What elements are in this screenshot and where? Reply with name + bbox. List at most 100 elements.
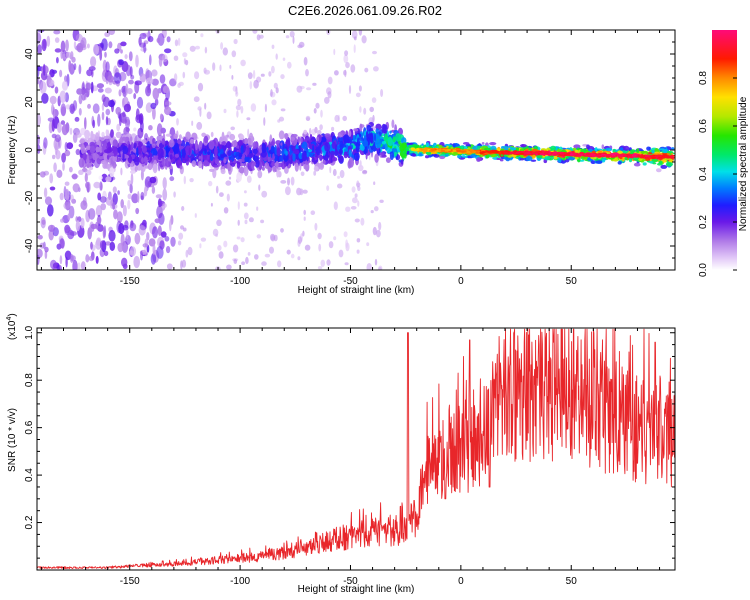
noise-speckle [223, 207, 229, 214]
spectral-blob [291, 133, 298, 138]
noise-blob [152, 106, 156, 120]
noise-blob [99, 181, 103, 191]
noise-blob [152, 226, 158, 239]
spectral-blob [107, 141, 112, 148]
noise-speckle [256, 234, 261, 239]
spectral-blob [365, 130, 369, 140]
ridge-core [657, 155, 662, 158]
noise-blob [68, 60, 72, 72]
spectral-blob [240, 145, 244, 155]
spectral-blob [142, 145, 148, 154]
noise-blob [114, 48, 120, 54]
noise-blob [95, 255, 99, 264]
spectral-blob [284, 133, 289, 140]
spectral-blob [574, 156, 579, 160]
noise-blob [49, 173, 54, 184]
noise-blob [37, 44, 42, 55]
noise-speckle [226, 193, 230, 202]
spectral-blob [104, 149, 110, 154]
noise-speckle [333, 48, 336, 56]
ridge-core [491, 151, 496, 154]
noise-speckle [317, 232, 322, 240]
noise-speckle [253, 79, 259, 89]
spectral-blob [301, 141, 308, 149]
spectral-blob [353, 151, 360, 161]
noise-speckle [228, 176, 232, 180]
noise-speckle [229, 64, 232, 69]
noise-blob [88, 208, 96, 220]
spectral-blob [322, 159, 326, 165]
noise-speckle [258, 184, 261, 191]
spectral-blob [95, 146, 100, 153]
spectral-blob [241, 153, 246, 163]
noise-speckle [343, 70, 347, 76]
noise-speckle [232, 244, 239, 253]
noise-speckle [280, 108, 286, 112]
spectral-blob [98, 156, 104, 160]
ridge-core [519, 152, 524, 155]
noise-speckle [217, 245, 222, 251]
noise-speckle [372, 226, 377, 236]
spectral-blob [387, 137, 393, 146]
figure-title: C2E6.2026.061.09.26.R02 [288, 3, 442, 18]
noise-blob [120, 41, 127, 47]
snr-y-label: SNR (10 * v/v) [7, 408, 18, 472]
noise-speckle [366, 242, 370, 247]
spectral-blob [252, 155, 259, 162]
noise-blob [118, 59, 124, 66]
spectral-blob [394, 151, 397, 157]
spectral-blob [195, 141, 198, 151]
y-tick-label: 0.6 [24, 420, 35, 434]
spectral-blob [272, 153, 275, 162]
noise-blob [81, 37, 87, 48]
noise-blob [164, 48, 172, 54]
spectral-blob [444, 144, 451, 147]
noise-speckle [246, 117, 251, 121]
spectral-blob [590, 160, 596, 165]
spectral-blob [261, 161, 265, 165]
noise-speckle [268, 71, 272, 77]
noise-blob [158, 56, 163, 67]
spectral-blob [278, 155, 285, 162]
spectral-blob [218, 162, 221, 167]
spectral-blob [149, 157, 152, 162]
noise-speckle [222, 47, 228, 56]
spectral-blob [404, 147, 407, 156]
noise-speckle [230, 126, 235, 131]
spectral-blob [214, 146, 218, 156]
noise-blob [87, 103, 91, 109]
noise-blob [52, 154, 56, 160]
spectral-blob [252, 148, 258, 154]
spectral-blob [238, 166, 245, 174]
noise-speckle [373, 66, 379, 72]
noise-blob [73, 63, 77, 71]
ridge-core [423, 149, 428, 152]
noise-blob [41, 219, 46, 225]
spectral-blob [243, 166, 249, 177]
noise-blob [159, 113, 163, 121]
noise-speckle [356, 249, 360, 254]
spectral-blob [306, 152, 309, 158]
noise-speckle [191, 120, 194, 127]
spectral-blob [419, 152, 423, 157]
noise-blob [105, 241, 111, 246]
spectral-blob [109, 167, 115, 178]
noise-speckle [345, 62, 350, 69]
spectral-blob [201, 132, 207, 137]
spectral-blob [278, 130, 285, 140]
noise-blob [102, 96, 110, 108]
noise-speckle [300, 171, 305, 177]
spectral-blob [169, 154, 173, 160]
noise-speckle [200, 237, 207, 242]
noise-speckle [378, 221, 382, 231]
noise-blob [150, 253, 157, 265]
spectral-blob [272, 166, 276, 172]
spectral-blob [165, 133, 172, 137]
noise-blob [101, 196, 106, 203]
spectral-blob [252, 141, 257, 150]
spectral-blob [352, 134, 356, 142]
noise-blob [170, 236, 176, 247]
x-tick-label: 50 [566, 276, 578, 287]
noise-blob [54, 86, 59, 94]
spectral-blob [178, 134, 182, 140]
